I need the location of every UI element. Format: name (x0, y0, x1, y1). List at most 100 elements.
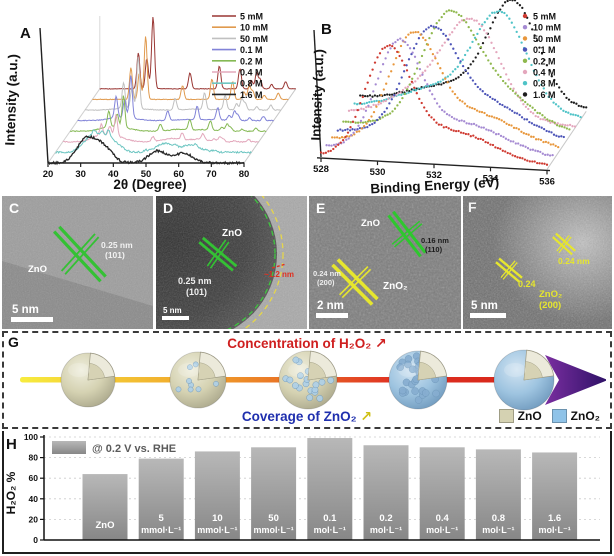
data-dot (409, 31, 412, 34)
data-dot (501, 4, 504, 7)
data-dot (451, 90, 454, 93)
data-dot (332, 147, 335, 151)
data-dot (553, 121, 556, 124)
data-dot (549, 97, 553, 101)
data-dot (347, 137, 350, 140)
data-dot (327, 144, 331, 147)
data-dot (543, 58, 546, 62)
bar-label-line1: 0.8 (492, 513, 505, 524)
data-dot (505, 73, 508, 76)
data-dot (524, 100, 527, 104)
data-dot (501, 103, 504, 107)
data-dot (553, 78, 556, 82)
data-dot (490, 115, 494, 118)
data-dot (516, 94, 519, 97)
data-dot (489, 62, 492, 65)
data-dot (540, 83, 543, 86)
data-dot (460, 14, 463, 18)
data-dot (363, 102, 366, 105)
data-dot (364, 87, 367, 91)
data-dot (484, 140, 487, 144)
floor-left-edge (47, 88, 101, 164)
data-dot (468, 46, 472, 49)
data-dot (476, 32, 479, 36)
data-dot (443, 41, 446, 44)
panel-g-scheme: G Concentration of H₂O₂ ↗ Coverage of Zn… (2, 331, 612, 429)
scalebar-label: 5 nm (471, 300, 498, 312)
scheme-graphic (20, 349, 606, 411)
data-dot (370, 100, 373, 103)
data-dot (552, 143, 555, 146)
data-dot (473, 107, 476, 111)
data-dot (477, 43, 480, 46)
data-dot (356, 121, 360, 124)
data-dot (371, 95, 374, 98)
data-dot (476, 52, 480, 55)
data-dot (498, 102, 502, 106)
xps-series-0.2 M (342, 9, 571, 131)
data-dot (462, 131, 465, 135)
data-dot (505, 122, 508, 125)
shell-dot (187, 386, 194, 393)
data-dot (389, 96, 392, 99)
data-dot (414, 89, 418, 92)
data-dot (412, 88, 415, 92)
data-dot (465, 17, 469, 20)
data-dot (522, 132, 525, 135)
data-dot (374, 119, 377, 122)
data-dot (507, 123, 511, 127)
data-dot (403, 63, 406, 67)
data-dot (507, 78, 510, 81)
bar-1.6 mol·L⁻¹ (532, 452, 578, 540)
data-dot (412, 31, 415, 34)
data-dot (380, 94, 383, 97)
coverage-label: Coverage of ZnO₂ ↗ (4, 408, 610, 425)
sphere-highlight (288, 363, 310, 377)
data-dot (565, 127, 569, 130)
data-dot (478, 22, 481, 26)
lattice-cross-icon (53, 225, 107, 283)
data-dot (576, 114, 580, 117)
data-dot (432, 118, 436, 121)
data-dot (535, 39, 539, 42)
data-dot (396, 38, 399, 42)
data-dot (472, 122, 476, 126)
data-dot (568, 128, 571, 131)
data-dot (551, 153, 554, 157)
data-dot (448, 86, 452, 89)
data-dot (450, 128, 453, 131)
data-dot (454, 129, 458, 133)
legend-label: 50 mM (240, 34, 268, 44)
data-dot (398, 82, 401, 85)
data-dot (433, 55, 437, 58)
data-dot (509, 140, 512, 143)
data-dot (467, 133, 470, 136)
data-dot (366, 95, 369, 98)
data-dot (398, 54, 401, 58)
panel-c-tem-image: ZnO 0.25 nm (101) 5 nm C (2, 196, 153, 329)
data-dot (556, 122, 559, 125)
data-dot (494, 146, 497, 149)
lattice-cross-icon-2 (552, 232, 576, 256)
data-dot (342, 120, 345, 123)
legend-label: ZnO (517, 409, 542, 423)
data-dot (435, 22, 438, 25)
bar-label-line1: 0.4 (436, 513, 450, 524)
data-dot (437, 123, 441, 126)
data-dot (552, 101, 555, 104)
data-dot (582, 106, 585, 109)
legend-label: 0.4 M (533, 68, 556, 78)
data-dot (414, 30, 417, 34)
data-dot (372, 90, 375, 93)
shell-dot (297, 372, 304, 380)
panel-f-tem-image: 0.24 0.24 nm ZnO₂ (200) 5 nm F (463, 196, 612, 329)
data-dot (491, 21, 495, 24)
data-dot (423, 79, 427, 82)
data-dot (473, 36, 477, 39)
data-dot (573, 125, 577, 128)
data-dot (493, 98, 497, 101)
data-dot (436, 80, 440, 84)
data-dot (388, 112, 392, 115)
legend-dot (522, 13, 528, 19)
data-dot (503, 1, 507, 4)
